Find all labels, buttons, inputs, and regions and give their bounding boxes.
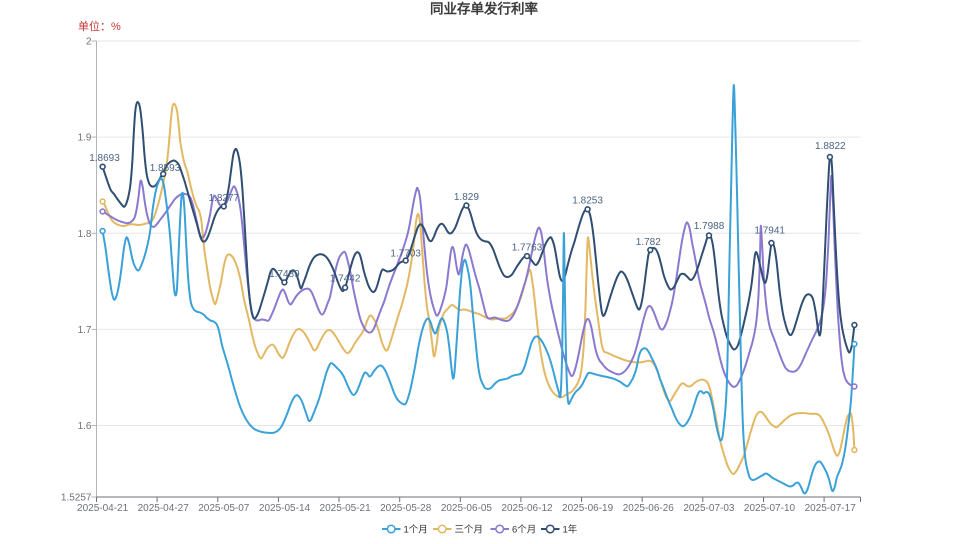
svg-text:1年: 1年 [563,523,578,535]
svg-text:1.7489: 1.7489 [269,269,300,280]
svg-text:单位：%: 单位：% [78,19,121,33]
svg-text:1.8253: 1.8253 [572,196,603,207]
svg-text:1.829: 1.829 [454,192,479,203]
svg-text:1.8277: 1.8277 [209,193,240,204]
svg-text:2025-06-12: 2025-06-12 [501,503,553,514]
svg-text:2025-06-26: 2025-06-26 [623,503,675,514]
svg-text:1.7442: 1.7442 [330,273,361,284]
svg-text:1.6: 1.6 [78,421,92,432]
svg-text:2025-05-14: 2025-05-14 [259,503,311,514]
svg-text:2025-05-21: 2025-05-21 [320,503,372,514]
svg-text:1.7988: 1.7988 [694,221,725,232]
svg-text:1.8: 1.8 [78,229,92,240]
svg-text:2025-06-05: 2025-06-05 [441,503,493,514]
svg-text:2025-05-28: 2025-05-28 [380,503,432,514]
svg-text:2025-07-17: 2025-07-17 [805,503,857,514]
svg-text:2025-07-03: 2025-07-03 [683,503,735,514]
svg-text:1.8593: 1.8593 [150,163,181,174]
svg-text:1.782: 1.782 [636,237,661,248]
svg-text:1个月: 1个月 [404,524,428,535]
svg-text:2025-04-21: 2025-04-21 [77,503,129,514]
svg-text:1.8693: 1.8693 [89,153,120,164]
svg-text:1.9: 1.9 [78,133,92,144]
svg-text:2025-07-10: 2025-07-10 [744,503,796,514]
svg-text:1.7763: 1.7763 [512,243,543,254]
svg-text:1.8822: 1.8822 [815,141,846,152]
svg-text:1.5257: 1.5257 [61,493,92,504]
svg-text:1.7703: 1.7703 [390,248,421,259]
svg-text:1.7941: 1.7941 [754,226,785,237]
svg-text:2: 2 [86,37,92,48]
svg-text:三个月: 三个月 [455,524,484,535]
svg-text:2025-06-19: 2025-06-19 [562,503,614,514]
svg-text:同业存单发行利率: 同业存单发行利率 [430,1,538,17]
svg-text:1.7: 1.7 [78,325,92,336]
svg-text:2025-05-07: 2025-05-07 [198,503,250,514]
svg-text:6个月: 6个月 [512,524,536,535]
svg-text:2025-04-27: 2025-04-27 [138,503,190,514]
